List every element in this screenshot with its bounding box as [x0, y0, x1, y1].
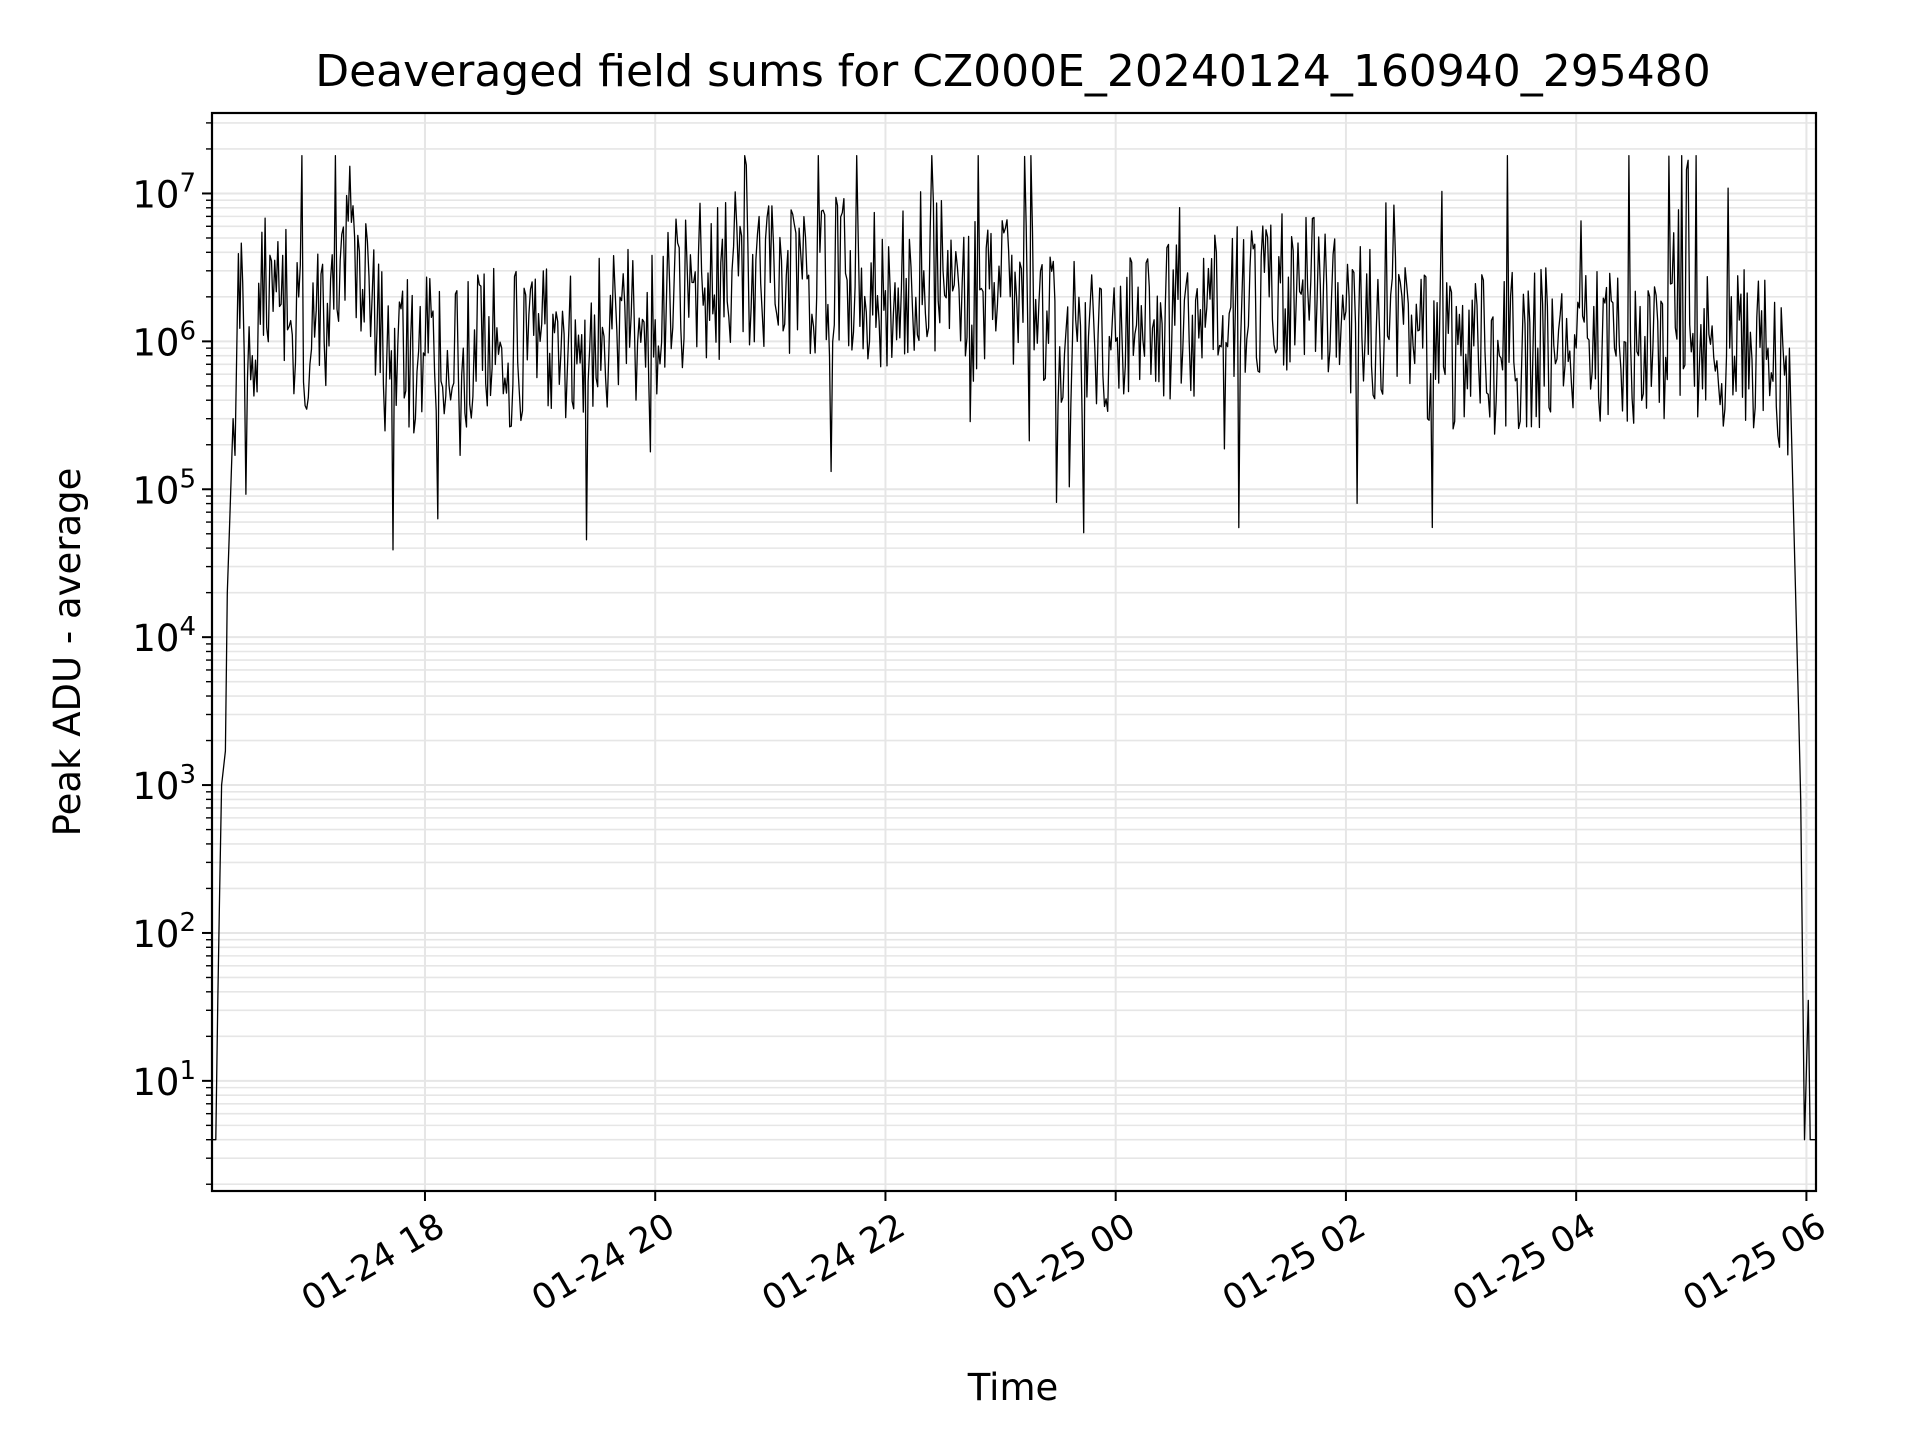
y-tick-label: 105: [132, 464, 196, 512]
y-tick-label: 104: [132, 612, 196, 660]
series-line: [212, 155, 1816, 1141]
y-axis-label: Peak ADU - average: [46, 468, 89, 837]
x-axis-label: Time: [967, 1366, 1059, 1409]
y-tick-label: 102: [132, 908, 196, 956]
series-layer: [212, 155, 1816, 1141]
grid: [212, 113, 1816, 1191]
chart-title: Deaveraged field sums for CZ000E_2024012…: [315, 46, 1711, 97]
y-axis: 101 102 103 104 105 106 107: [132, 122, 212, 1185]
y-tick-label: 103: [132, 760, 196, 808]
y-tick-label: 101: [132, 1056, 196, 1104]
y-tick-label: 106: [132, 316, 196, 364]
y-tick-label: 107: [132, 168, 196, 216]
